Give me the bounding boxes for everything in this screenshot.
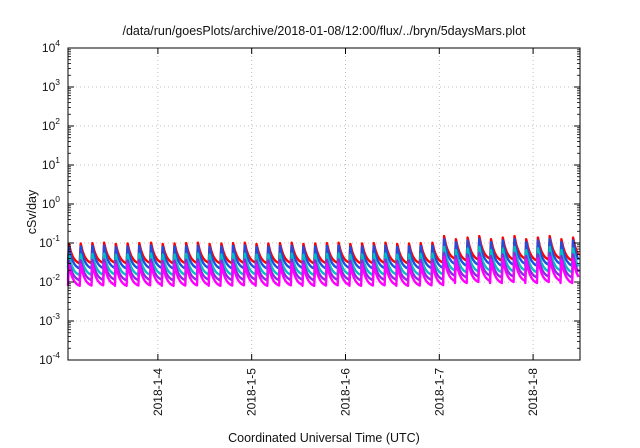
y-tick-label: 10-1	[39, 233, 60, 250]
y-tick-label: 103	[42, 77, 60, 94]
x-tick-label: 2018-1-8	[526, 368, 540, 416]
y-tick-label: 10-3	[39, 311, 60, 328]
y-axis: 104 103 102 101 100 10-1 10-2 10-3 10-4	[39, 38, 580, 367]
chart-title: /data/run/goesPlots/archive/2018-01-08/1…	[122, 24, 526, 38]
x-tick-label: 2018-1-4	[151, 368, 165, 416]
x-tick-label: 2018-1-7	[432, 368, 446, 416]
y-tick-label: 10-4	[39, 350, 60, 367]
y-tick-label: 100	[42, 194, 60, 211]
y-tick-label: 101	[42, 155, 60, 172]
x-axis: 2018-1-4 2018-1-5 2018-1-6 2018-1-7 2018-1-8	[151, 48, 540, 416]
series-line-1	[66, 237, 580, 270]
series-group	[66, 234, 580, 287]
y-tick-label: 102	[42, 116, 60, 133]
y-tick-label: 10-2	[39, 272, 60, 289]
x-tick-label: 2018-1-5	[245, 368, 259, 416]
series-line-4	[66, 255, 580, 287]
series-line-2	[66, 245, 580, 277]
y-tick-label: 104	[42, 38, 60, 55]
x-axis-label: Coordinated Universal Time (UTC)	[228, 431, 420, 445]
x-tick-label: 2018-1-6	[338, 368, 352, 416]
y-axis-label: cSv/day	[25, 189, 39, 234]
grid	[68, 47, 580, 361]
